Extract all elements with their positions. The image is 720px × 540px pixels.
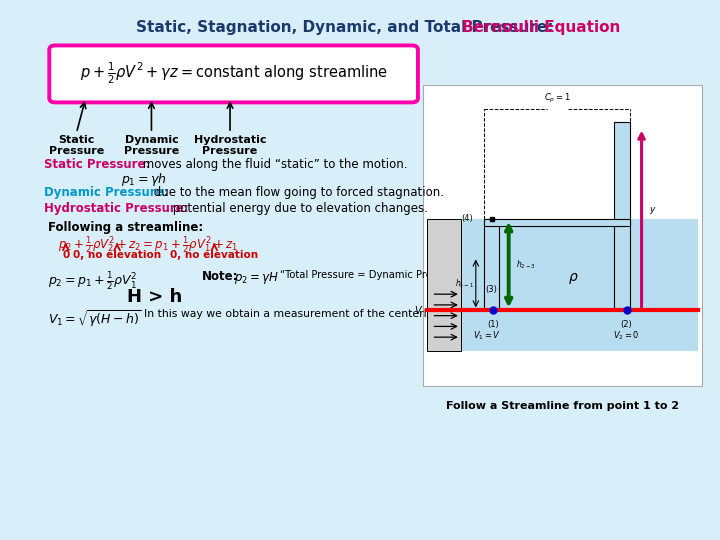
Bar bbox=[485, 219, 630, 226]
Text: $p_2 = \gamma H$: $p_2 = \gamma H$ bbox=[233, 270, 279, 286]
Text: Following a streamline:: Following a streamline: bbox=[48, 220, 203, 234]
Text: $p + \frac{1}{2}\rho V^2 + \gamma z = \mathrm{constant\ along\ streamline}$: $p + \frac{1}{2}\rho V^2 + \gamma z = \m… bbox=[79, 60, 387, 86]
Text: $p_2 + \frac{1}{2}\rho V_2^2 + z_2 = p_1 + \frac{1}{2}\rho V_1^2 + z_1$: $p_2 + \frac{1}{2}\rho V_2^2 + z_2 = p_1… bbox=[58, 234, 238, 256]
Text: Static, Stagnation, Dynamic, and Total Pressure:: Static, Stagnation, Dynamic, and Total P… bbox=[136, 20, 559, 35]
Text: 0: 0 bbox=[62, 249, 69, 260]
Bar bbox=[614, 122, 630, 310]
Text: $V$: $V$ bbox=[414, 305, 423, 316]
Text: “Total Pressure = Dynamic Pressure + Static Pressure”: “Total Pressure = Dynamic Pressure + Sta… bbox=[280, 270, 553, 280]
Text: Static
Pressure: Static Pressure bbox=[49, 134, 104, 156]
Text: $V_2 = 0$: $V_2 = 0$ bbox=[613, 329, 640, 342]
Text: 0, no elevation: 0, no elevation bbox=[73, 249, 161, 260]
Bar bbox=[485, 219, 499, 310]
Text: 0, no elevation: 0, no elevation bbox=[170, 249, 258, 260]
Text: Follow a Streamline from point 1 to 2: Follow a Streamline from point 1 to 2 bbox=[446, 401, 679, 410]
Text: Dynamic Pressure:: Dynamic Pressure: bbox=[44, 186, 168, 199]
Text: $\rho$: $\rho$ bbox=[567, 271, 578, 286]
Bar bbox=[426, 219, 461, 350]
Text: Dynamic
Pressure: Dynamic Pressure bbox=[124, 134, 179, 156]
Text: $h_{s-1}$: $h_{s-1}$ bbox=[455, 277, 474, 289]
Text: (3): (3) bbox=[485, 285, 498, 294]
Text: H > h: H > h bbox=[127, 288, 183, 306]
Text: (4): (4) bbox=[462, 214, 473, 224]
Text: Hydrostatic
Pressure: Hydrostatic Pressure bbox=[194, 134, 266, 156]
Text: $C_{p}=1$: $C_{p}=1$ bbox=[544, 91, 570, 105]
Text: In this way we obtain a measurement of the centerline flow with piezometer tube.: In this way we obtain a measurement of t… bbox=[144, 309, 593, 319]
Text: $h_{2-3}$: $h_{2-3}$ bbox=[516, 258, 536, 271]
Text: Bernoulli Equation: Bernoulli Equation bbox=[462, 20, 620, 35]
Bar bbox=[426, 219, 698, 350]
Text: $V_1 = V$: $V_1 = V$ bbox=[473, 329, 501, 342]
Text: $y$: $y$ bbox=[649, 205, 657, 217]
Text: $V_1 = \sqrt{\gamma(H-h)}$: $V_1 = \sqrt{\gamma(H-h)}$ bbox=[48, 309, 142, 329]
Text: $p_1 = \gamma h$: $p_1 = \gamma h$ bbox=[122, 171, 167, 188]
Text: Hydrostatic Pressure:: Hydrostatic Pressure: bbox=[44, 202, 189, 215]
Text: potential energy due to elevation changes.: potential energy due to elevation change… bbox=[169, 202, 428, 215]
Bar bbox=[423, 85, 701, 386]
Text: Static Pressure:: Static Pressure: bbox=[44, 158, 150, 171]
FancyBboxPatch shape bbox=[49, 45, 418, 103]
Text: (1): (1) bbox=[487, 320, 499, 329]
Text: Note:: Note: bbox=[202, 270, 238, 283]
Text: due to the mean flow going to forced stagnation.: due to the mean flow going to forced sta… bbox=[150, 186, 444, 199]
Text: (2): (2) bbox=[621, 320, 632, 329]
Text: moves along the fluid “static” to the motion.: moves along the fluid “static” to the mo… bbox=[138, 158, 407, 171]
Text: $p_2 = p_1 + \frac{1}{2}\rho V_1^2$: $p_2 = p_1 + \frac{1}{2}\rho V_1^2$ bbox=[48, 270, 138, 292]
